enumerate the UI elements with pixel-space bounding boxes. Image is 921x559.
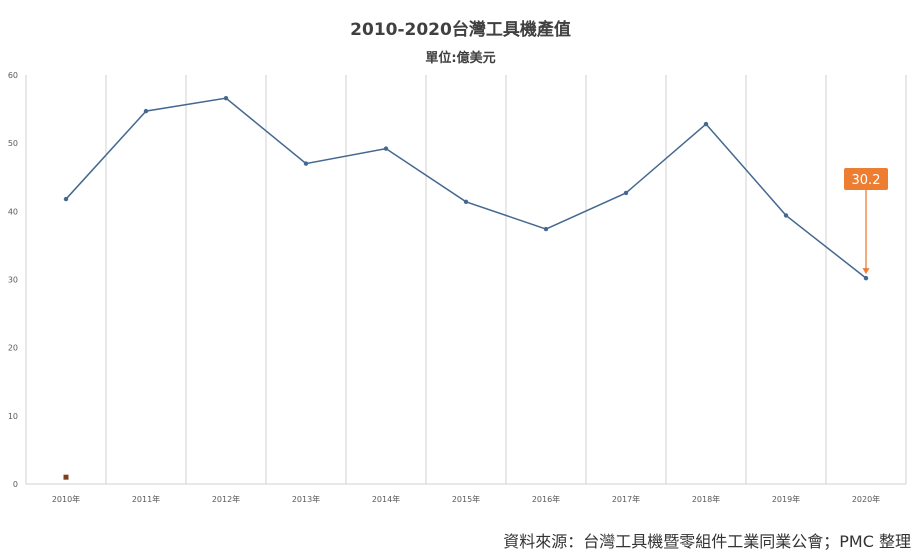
annotation-group: 30.2 <box>844 168 888 275</box>
x-tick-label: 2010年 <box>52 494 80 504</box>
x-axis-ticks: 2010年 2011年 2012年 2013年 2014年 2015年 2016年 2017年… <box>52 494 880 504</box>
y-tick-label: 10 <box>8 412 18 421</box>
y-tick-label: 0 <box>13 480 18 489</box>
data-point <box>783 213 789 218</box>
data-point <box>223 95 229 101</box>
series-group <box>63 95 869 480</box>
data-point <box>143 108 149 114</box>
series-marker-square <box>63 474 69 480</box>
y-tick-label: 30 <box>8 276 18 285</box>
source-note: 資料來源：台灣工具機暨零組件工業同業公會；PMC 整理 <box>503 532 911 551</box>
x-tick-label: 2012年 <box>212 494 240 504</box>
y-axis-ticks: 0 10 20 30 40 50 60 <box>8 71 18 489</box>
data-point <box>63 196 69 202</box>
chart-subtitle: 單位:億美元 <box>425 51 496 66</box>
x-tick-label: 2019年 <box>772 494 800 504</box>
data-point <box>303 161 309 166</box>
callout-box <box>844 168 888 190</box>
data-point <box>463 199 469 204</box>
data-point <box>863 275 869 281</box>
y-tick-label: 50 <box>8 139 18 148</box>
x-tick-label: 2011年 <box>132 494 160 504</box>
x-tick-label: 2020年 <box>852 494 880 504</box>
x-tick-label: 2013年 <box>292 494 320 504</box>
data-point <box>383 146 389 151</box>
x-tick-label: 2016年 <box>532 494 560 504</box>
data-point <box>543 226 549 232</box>
x-tick-label: 2015年 <box>452 494 480 504</box>
y-tick-label: 60 <box>8 71 18 80</box>
y-tick-label: 20 <box>8 344 18 353</box>
callout-label: 30.2 <box>852 173 881 188</box>
callout-arrow-head <box>862 268 870 275</box>
data-point <box>623 190 629 196</box>
x-tick-label: 2018年 <box>692 494 720 504</box>
data-point <box>703 121 709 127</box>
y-tick-label: 40 <box>8 207 18 216</box>
chart-title: 2010-2020台灣工具機產值 <box>350 20 571 40</box>
x-tick-label: 2017年 <box>612 494 640 504</box>
x-tick-label: 2014年 <box>372 494 400 504</box>
grid-lines <box>25 75 907 485</box>
